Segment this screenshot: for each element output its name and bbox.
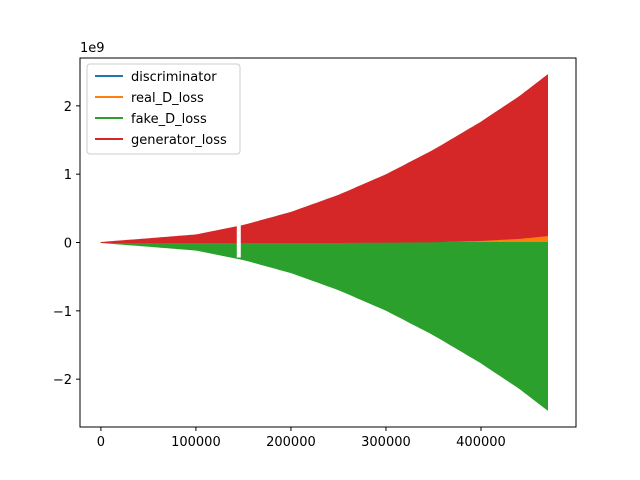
y-axis-offset-label: 1e9 (80, 41, 105, 56)
series-generator_loss-band (100, 74, 548, 243)
x-tick-label: 400000 (456, 435, 506, 450)
y-tick-label: 1 (64, 168, 72, 183)
y-tick-label: −1 (53, 305, 72, 320)
x-tick-label: 0 (97, 435, 105, 450)
legend-label-real_D_loss: real_D_loss (131, 91, 204, 106)
axes: 0 100000 200000 300000 400000 −2 −1 0 1 2 (53, 57, 577, 450)
y-tick-label: 2 (64, 100, 72, 115)
data-gap (236, 222, 241, 258)
legend-label-discriminator: discriminator (131, 70, 217, 85)
legend-label-fake_D_loss: fake_D_loss (131, 112, 207, 127)
x-tick-label: 300000 (361, 435, 411, 450)
plot-area (100, 74, 548, 411)
legend: discriminator real_D_loss fake_D_lossgener… (86, 63, 241, 155)
x-tick-label: 200000 (266, 435, 316, 450)
legend-box (86, 63, 241, 155)
legend-label-generator_loss: generator_loss (131, 133, 227, 148)
series-group (100, 74, 548, 411)
y-tick-label: −2 (53, 373, 72, 388)
y-tick-label: 0 (64, 237, 72, 252)
x-tick-label: 100000 (171, 435, 221, 450)
